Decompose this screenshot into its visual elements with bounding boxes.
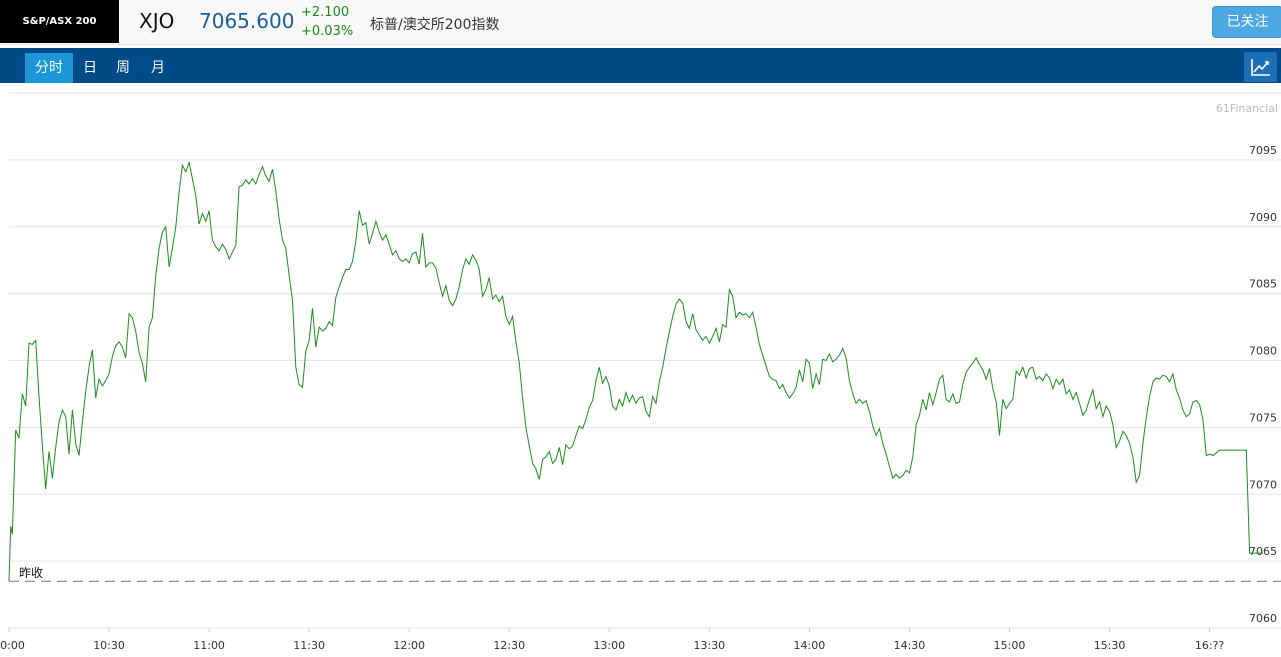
x-tick-label: 14:00	[794, 639, 826, 652]
x-tick-label: 10:30	[93, 639, 125, 652]
x-tick-label: 14:30	[894, 639, 926, 652]
price-change: +2.100 +0.03%	[301, 3, 353, 41]
line-chart-icon[interactable]	[1244, 52, 1277, 82]
y-tick-label: 7080	[1249, 345, 1277, 358]
intraday-chart: 10:00 10:30 11:00 11:30 12:00 12:30 13:00 13:30…	[0, 92, 1281, 652]
y-tick-label: 7095	[1249, 144, 1277, 157]
y-tick-label: 7085	[1249, 278, 1277, 291]
prev-close-label: 昨收	[19, 566, 43, 580]
tab-intraday[interactable]: 分时	[25, 53, 73, 83]
x-tick-label: 13:30	[693, 639, 725, 652]
x-tick-label: 11:00	[193, 639, 225, 652]
x-axis: 10:00 10:30 11:00 11:30 12:00 12:30 13:00 13:30…	[0, 628, 1224, 652]
chart-grid	[9, 92, 1281, 629]
watermark: 61Financial	[1216, 102, 1278, 115]
period-tabs: 分时 日 周 月	[0, 48, 1281, 83]
y-tick-label: 7065	[1249, 545, 1277, 558]
follow-button[interactable]: 已关注	[1212, 6, 1281, 38]
change-value: +2.100	[301, 5, 350, 20]
y-tick-label: 7090	[1249, 211, 1277, 224]
y-tick-label: 7060	[1249, 612, 1277, 625]
x-tick-label: 12:30	[493, 639, 525, 652]
x-tick-label: 10:00	[0, 639, 25, 652]
index-name: 标普/澳交所200指数	[370, 17, 500, 33]
price-line	[8, 160, 1263, 582]
x-tick-label: 15:00	[994, 639, 1026, 652]
last-price: 7065.600	[199, 9, 295, 33]
tab-monthly[interactable]: 月	[151, 60, 165, 76]
y-tick-label: 7075	[1249, 411, 1277, 424]
x-tick-label: 16:??	[1195, 639, 1225, 652]
index-logo: S&P/ASX 200	[0, 0, 119, 43]
x-tick-label: 12:00	[393, 639, 425, 652]
y-tick-label: 7070	[1249, 478, 1277, 491]
x-tick-label: 11:30	[293, 639, 325, 652]
tab-daily[interactable]: 日	[83, 60, 97, 76]
change-percent: +0.03%	[301, 24, 354, 39]
x-tick-label: 15:30	[1094, 639, 1126, 652]
quote-header: S&P/ASX 200 XJO 7065.600 +2.100 +0.03% 标…	[0, 0, 1281, 45]
y-axis: 7060 7065 7070 7075 7080 7085 7090 7095	[1249, 144, 1277, 625]
x-tick-label: 13:00	[593, 639, 625, 652]
symbol: XJO	[139, 9, 175, 33]
tab-weekly[interactable]: 周	[116, 60, 130, 76]
